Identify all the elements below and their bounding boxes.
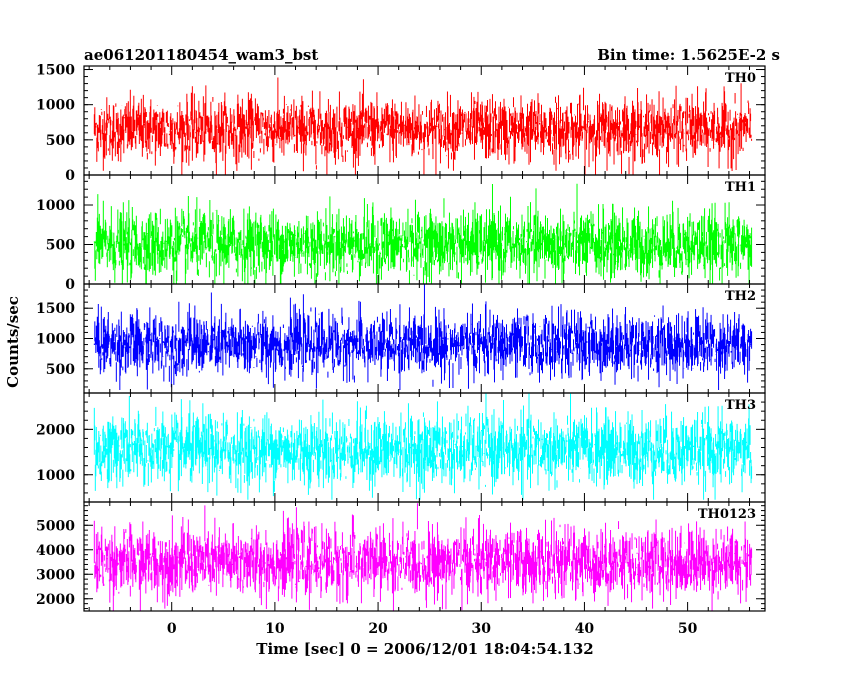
y-tick-label-th2: 1000 xyxy=(36,332,75,348)
chart-title: ae061201180454_wam3_bst xyxy=(84,46,318,64)
y-tick-label-th0: 1500 xyxy=(36,63,75,79)
y-tick-label-th1: 0 xyxy=(65,277,75,293)
panel-label-th0: TH0 xyxy=(725,71,756,86)
x-tick-label: 0 xyxy=(167,621,177,637)
series-line-th2 xyxy=(93,284,753,390)
y-axis-label: Counts/sec xyxy=(4,296,22,388)
x-tick-label: 10 xyxy=(265,621,285,637)
y-tick-label-th2: 1500 xyxy=(36,301,75,317)
x-axis-label: Time [sec] 0 = 2006/12/01 18:04:54.132 xyxy=(256,640,593,658)
x-tick-label: 50 xyxy=(678,621,698,637)
y-tick-label-th1: 500 xyxy=(46,238,75,254)
y-tick-label-th0: 1000 xyxy=(36,98,75,114)
chart-subtitle: Bin time: 1.5625E-2 s xyxy=(597,46,780,64)
series-line-th3 xyxy=(93,393,753,500)
panel-label-th0123: TH0123 xyxy=(698,507,756,522)
series-line-th0 xyxy=(93,77,753,175)
panel-label-th1: TH1 xyxy=(725,180,756,195)
x-tick-label: 40 xyxy=(575,621,595,637)
y-tick-label-th3: 1000 xyxy=(36,468,75,484)
series-line-th0123 xyxy=(93,503,753,611)
y-tick-label-th0: 500 xyxy=(46,133,75,149)
y-tick-label-th3: 2000 xyxy=(36,422,75,438)
series-line-th1 xyxy=(93,183,753,284)
y-tick-label-th0123: 3000 xyxy=(36,567,75,583)
x-tick-label: 20 xyxy=(368,621,388,637)
panel-label-th3: TH3 xyxy=(725,398,756,413)
y-tick-label-th2: 500 xyxy=(46,362,75,378)
panel-label-th2: TH2 xyxy=(725,289,756,304)
x-tick-label: 30 xyxy=(472,621,492,637)
y-tick-label-th0: 0 xyxy=(65,168,75,184)
panel-frame-th0123 xyxy=(83,501,766,612)
y-tick-label-th0123: 5000 xyxy=(36,518,75,534)
y-tick-label-th1: 1000 xyxy=(36,198,75,214)
y-tick-label-th0123: 4000 xyxy=(36,543,75,559)
y-tick-label-th0123: 2000 xyxy=(36,592,75,608)
